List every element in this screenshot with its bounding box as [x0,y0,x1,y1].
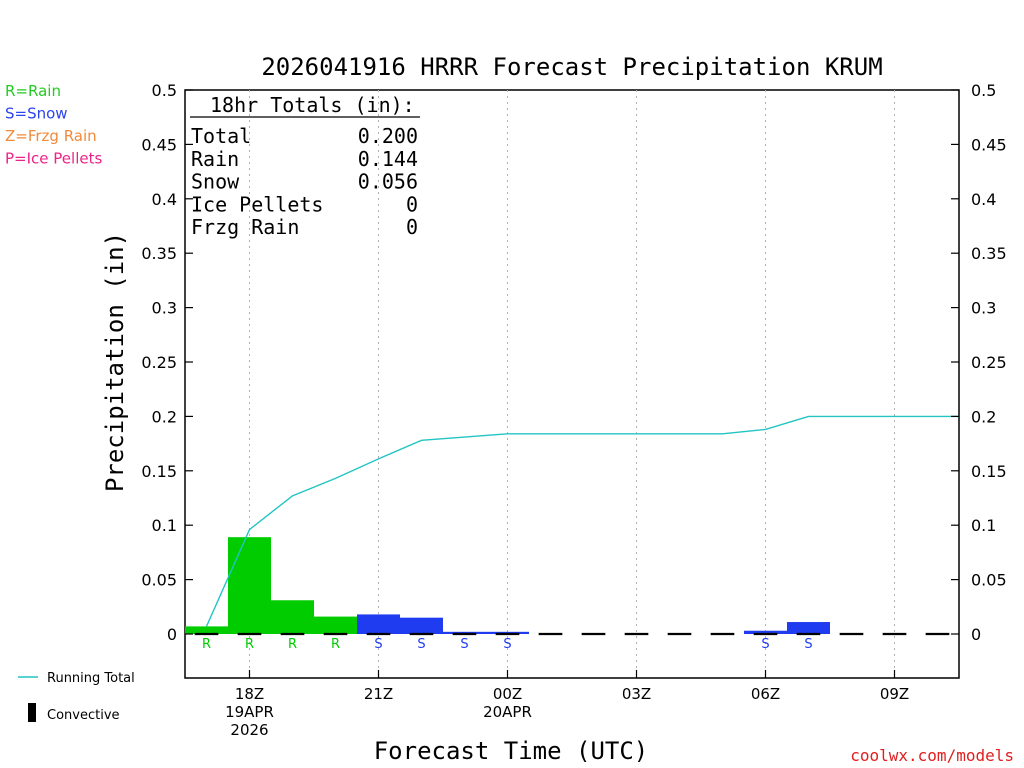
precip-type-label: R [288,637,297,652]
y-axis-label: Precipitation (in) [101,232,129,492]
precip-type-label: S [761,637,769,652]
x-tick-label: 20APR [483,703,532,721]
totals-row-value: 0.144 [358,147,418,171]
x-tick-label: 00Z [493,685,522,703]
x-tick-label: 03Z [622,685,651,703]
totals-row-value: 0.200 [358,124,418,148]
y-tick-label: 0.4 [152,190,177,209]
totals-row-value: 0.056 [358,170,418,194]
x-tick-label: 21Z [364,685,393,703]
precip-type-legend-item: P=Ice Pellets [5,150,102,168]
y-tick-label: 0.25 [141,353,177,372]
y-tick-label: 0 [167,625,177,644]
precip-bar [357,614,400,634]
totals-row-value: 0 [406,215,418,239]
running-total-line [205,415,959,627]
precip-bar [228,537,271,634]
x-tick-label: 09Z [880,685,909,703]
y-tick-label-right: 0.15 [971,462,1007,481]
y-tick-label-right: 0.4 [971,190,996,209]
y-tick-label-right: 0.1 [971,516,996,535]
precip-bar [400,617,443,634]
y-tick-label: 0.35 [141,244,177,263]
totals-row-label: Snow [191,170,240,194]
credit: coolwx.com/models [850,746,1014,765]
precip-type-label: R [331,637,340,652]
y-tick-label: 0.3 [152,299,177,318]
y-tick-label: 0.05 [141,571,177,590]
y-tick-label: 0.5 [152,81,177,100]
y-tick-label-right: 0.5 [971,81,996,100]
precip-type-label: S [804,637,812,652]
precip-bar [787,622,830,634]
vertical-grid [249,90,895,678]
precip-type-label: S [503,637,511,652]
precip-bar [314,616,357,634]
totals-row-label: Rain [191,147,239,171]
y-tick-label-right: 0.05 [971,571,1007,590]
x-axis-label: Forecast Time (UTC) [374,737,649,765]
convective-legend-swatch [28,703,36,722]
precip-type-legend-item: Z=Frzg Rain [5,127,97,145]
x-tick-label: 18Z [235,685,264,703]
totals-row-label: Ice Pellets [191,192,323,216]
precip-type-legend: R=Rain S=Snow Z=Frzg Rain P=Ice Pellets [5,82,102,168]
totals-row-label: Total [191,124,251,148]
y-tick-label-right: 0.25 [971,353,1007,372]
precip-type-legend-item: R=Rain [5,82,61,100]
convective-legend-label: Convective [47,708,120,723]
totals-box: 18hr Totals (in): Total 0.200 Rain 0.144 Sno… [190,93,420,239]
y-tick-label-right: 0.2 [971,407,996,426]
y-tick-label: 0.1 [152,516,177,535]
y-axis-right: 0.5 0.45 0.4 0.35 0.3 0.25 0.2 0.15 0.1 0.05 0 [951,81,1007,644]
totals-rows: Total 0.200 Rain 0.144 Snow 0.056 Ice Pellets 0… [191,124,418,239]
totals-row-label: Frzg Rain [191,215,299,239]
precip-bars [185,537,830,634]
plot-frame [184,89,960,679]
bottom-legend: Running Total Convective [18,671,135,723]
precip-type-label: R [202,637,211,652]
y-tick-label-right: 0.45 [971,135,1007,154]
x-tick-label: 19APR [225,703,274,721]
y-tick-label: 0.2 [152,407,177,426]
precip-type-label: S [374,637,382,652]
totals-row-value: 0 [406,192,418,216]
precip-bar [271,600,314,634]
y-tick-label-right: 0.35 [971,244,1007,263]
precip-type-legend-item: S=Snow [5,105,68,123]
y-tick-label: 0.45 [141,135,177,154]
precip-bar [185,626,228,634]
y-tick-label: 0.15 [141,462,177,481]
chart-title: 2026041916 HRRR Forecast Precipitation K… [261,53,882,81]
y-axis-left: 0.5 0.45 0.4 0.35 0.3 0.25 0.2 0.15 0.1 0.05 0 [141,81,193,644]
precip-bar [744,630,787,634]
totals-header: 18hr Totals (in): [210,93,415,117]
precip-type-label: S [460,637,468,652]
running-total-legend-label: Running Total [47,671,135,686]
precip-type-label: S [417,637,425,652]
x-tick-label: 06Z [751,685,780,703]
y-tick-label-right: 0.3 [971,299,996,318]
y-tick-label-right: 0 [971,625,981,644]
precip-type-label: R [245,637,254,652]
x-tick-label: 2026 [230,721,268,739]
